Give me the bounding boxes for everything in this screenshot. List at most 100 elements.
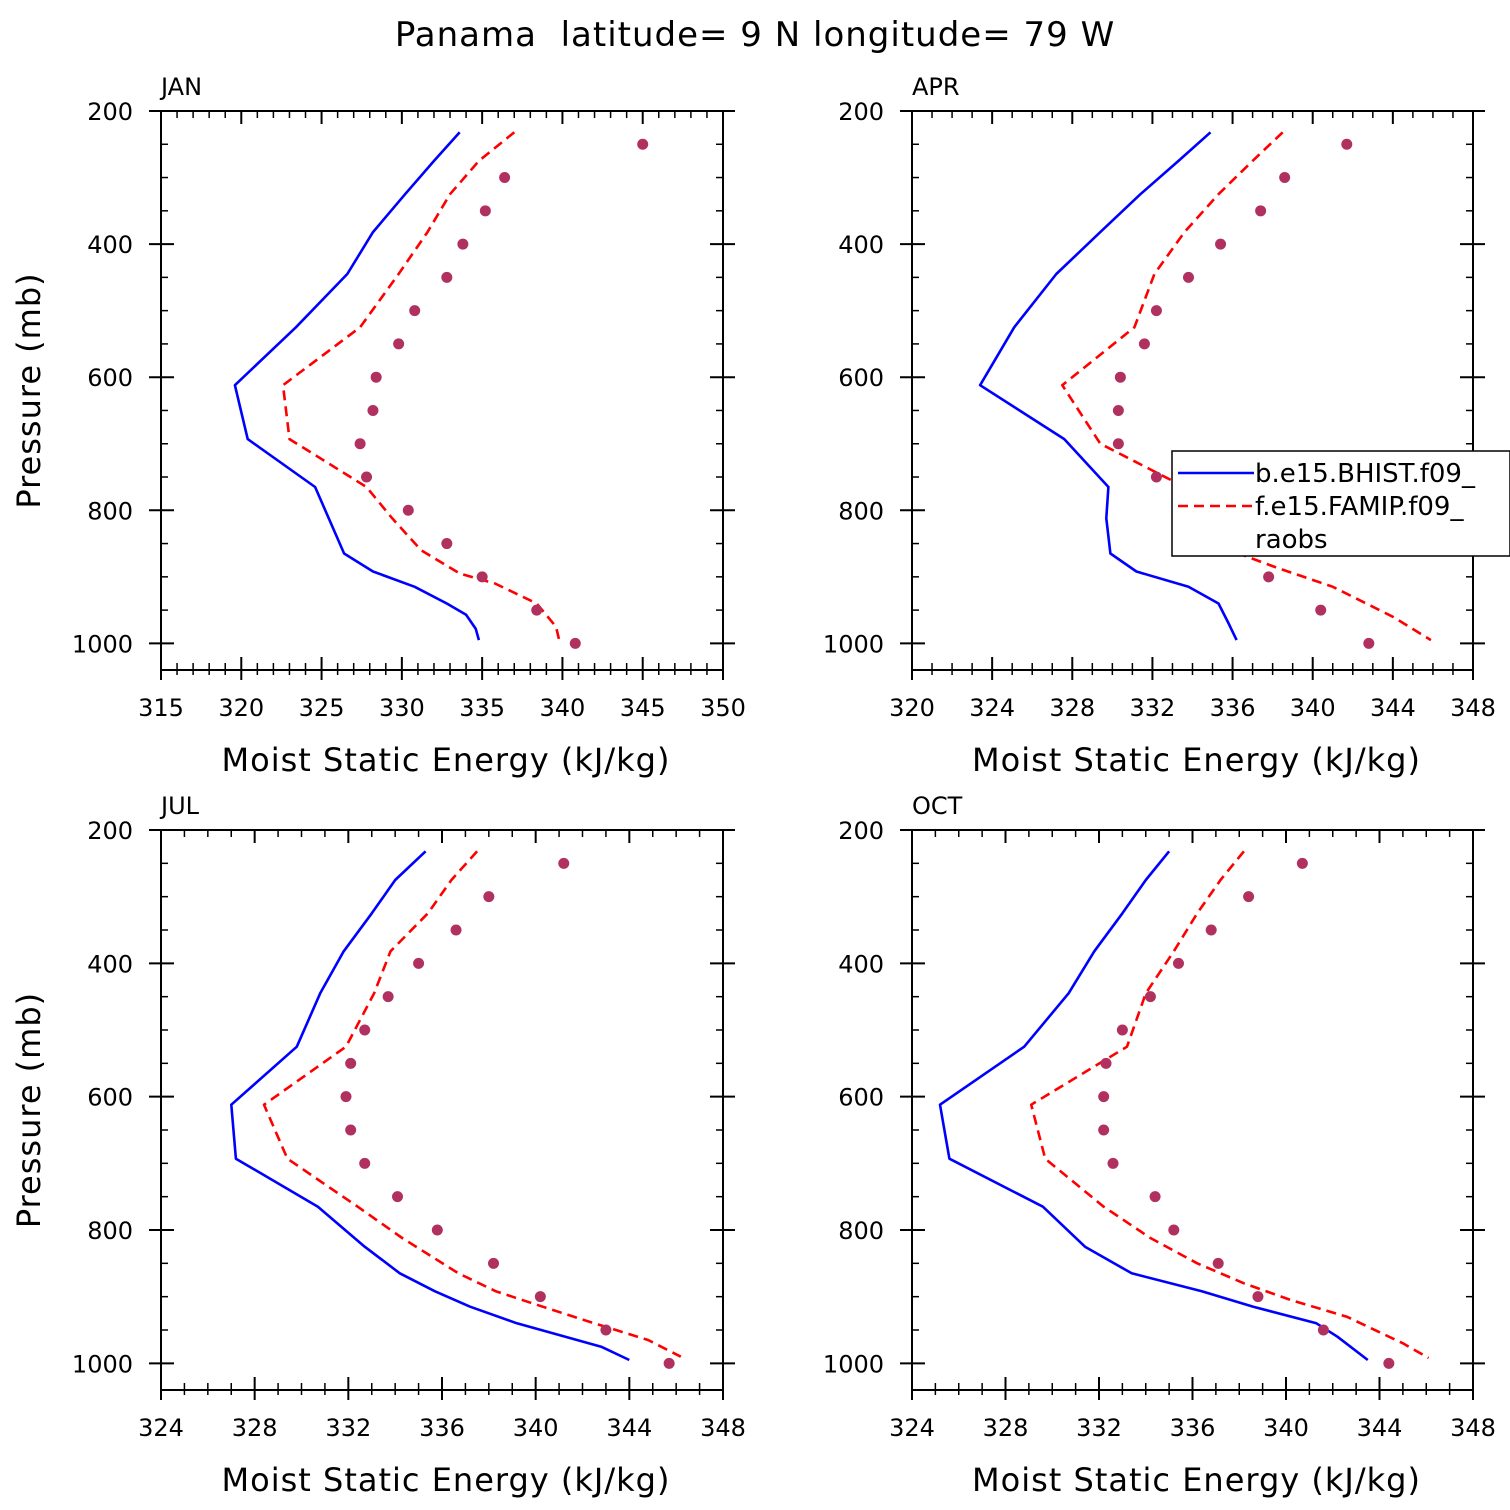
plot-frame <box>160 110 724 671</box>
x-tick-label: 324 <box>969 694 1015 722</box>
raobs-point <box>409 305 421 317</box>
x-tick-label: 350 <box>700 694 746 722</box>
plot-frame <box>160 829 724 1391</box>
y-tick-label: 200 <box>87 98 133 126</box>
raobs-point <box>483 891 495 903</box>
raobs-point <box>359 1157 371 1169</box>
x-axis-label: Moist Static Energy (kJ/kg) <box>972 1461 1421 1499</box>
series-line-famip <box>1029 850 1430 1360</box>
y-tick-label: 200 <box>838 817 884 845</box>
raobs-point <box>600 1324 612 1336</box>
raobs-point <box>1182 271 1194 283</box>
x-axis-label: Moist Static Energy (kJ/kg) <box>222 741 671 779</box>
x-tick-label: 324 <box>889 1414 935 1442</box>
plot-frame <box>911 110 1474 671</box>
y-tick-label: 600 <box>87 364 133 392</box>
series-line-famip <box>281 131 561 641</box>
y-tick-label: 400 <box>87 231 133 259</box>
raobs-point <box>457 238 469 250</box>
raobs-point <box>1144 991 1156 1003</box>
legend-label: f.e15.FAMIP.f09_ <box>1255 492 1464 522</box>
raobs-point <box>569 637 581 649</box>
x-tick-label: 315 <box>138 694 184 722</box>
raobs-point <box>1279 172 1291 184</box>
x-tick-label: 340 <box>540 694 586 722</box>
raobs-point <box>479 205 491 217</box>
series-line-bhist <box>978 131 1238 641</box>
raobs-point <box>354 438 366 450</box>
x-tick-label: 320 <box>889 694 935 722</box>
raobs-point <box>1263 571 1275 583</box>
raobs-point <box>1252 1291 1264 1303</box>
x-tick-label: 332 <box>1076 1414 1122 1442</box>
raobs-point <box>534 1291 546 1303</box>
raobs-point <box>476 571 488 583</box>
raobs-point <box>441 538 453 550</box>
plot-frame <box>911 829 1474 1391</box>
panel-oct: OCT 324 328 332 336 340 344 348 200 400 600 800 1000… <box>823 792 1496 1499</box>
raobs-point <box>340 1091 352 1103</box>
raobs-point <box>367 404 379 416</box>
x-tick-label: 348 <box>1450 1414 1496 1442</box>
legend-label: raobs <box>1255 525 1328 555</box>
x-tick-label: 328 <box>983 1414 1029 1442</box>
raobs-point <box>359 1024 371 1036</box>
raobs-point <box>531 604 543 616</box>
raobs-point <box>637 138 649 150</box>
raobs-point <box>441 271 453 283</box>
y-tick-label: 400 <box>838 231 884 259</box>
raobs-point <box>1150 305 1162 317</box>
series-line-bhist <box>233 131 481 641</box>
y-tick-label: 600 <box>838 1084 884 1112</box>
y-tick-label: 800 <box>87 497 133 525</box>
y-tick-label: 200 <box>87 817 133 845</box>
series-line-famip <box>1061 131 1432 642</box>
panel-label: APR <box>912 73 960 101</box>
x-tick-label: 344 <box>1357 1414 1403 1442</box>
y-tick-label: 1000 <box>72 630 133 658</box>
series-raobs <box>354 138 649 649</box>
y-tick-label: 400 <box>87 950 133 978</box>
legend-label: b.e15.BHIST.f09_ <box>1255 459 1476 489</box>
raobs-point <box>558 857 570 869</box>
raobs-point <box>1317 1324 1329 1336</box>
raobs-point <box>1205 924 1217 936</box>
raobs-point <box>1296 857 1308 869</box>
x-tick-label: 330 <box>379 694 425 722</box>
panel-label: OCT <box>912 792 963 820</box>
panels-group: JAN 315 320 325 330 335 340 345 350 200 400 600 800 1… <box>10 73 1510 1499</box>
raobs-point <box>1212 1257 1224 1269</box>
raobs-point <box>1215 238 1227 250</box>
panel-jan: JAN 315 320 325 330 335 340 345 350 200 400 600 800 1… <box>10 73 746 779</box>
raobs-point <box>345 1057 357 1069</box>
x-tick-label: 340 <box>1263 1414 1309 1442</box>
x-tick-label: 328 <box>232 1414 278 1442</box>
x-tick-label: 340 <box>1290 694 1336 722</box>
y-tick-label: 600 <box>87 1084 133 1112</box>
series-raobs <box>340 857 675 1369</box>
x-axis-label: Moist Static Energy (kJ/kg) <box>972 741 1421 779</box>
y-tick-label: 1000 <box>823 630 884 658</box>
raobs-point <box>1138 338 1150 350</box>
raobs-point <box>1100 1057 1112 1069</box>
raobs-point <box>361 471 373 483</box>
series-line-famip <box>262 850 682 1358</box>
y-tick-label: 200 <box>838 98 884 126</box>
series-line-bhist <box>230 850 630 1362</box>
raobs-point <box>1363 637 1375 649</box>
x-tick-label: 340 <box>513 1414 559 1442</box>
x-tick-label: 335 <box>459 694 505 722</box>
raobs-point <box>1112 404 1124 416</box>
panel-apr: APR 320 324 328 332 336 340 344 348 200 400 600 800 1… <box>823 73 1496 779</box>
y-axis-label: Pressure (mb) <box>10 272 48 508</box>
series-line-bhist <box>938 850 1369 1362</box>
legend-box <box>1171 450 1510 557</box>
raobs-point <box>345 1124 357 1136</box>
raobs-point <box>450 924 462 936</box>
raobs-point <box>1112 438 1124 450</box>
x-tick-label: 344 <box>606 1414 652 1442</box>
x-tick-label: 336 <box>419 1414 465 1442</box>
panel-label: JAN <box>159 73 202 101</box>
raobs-point <box>1149 1191 1161 1203</box>
